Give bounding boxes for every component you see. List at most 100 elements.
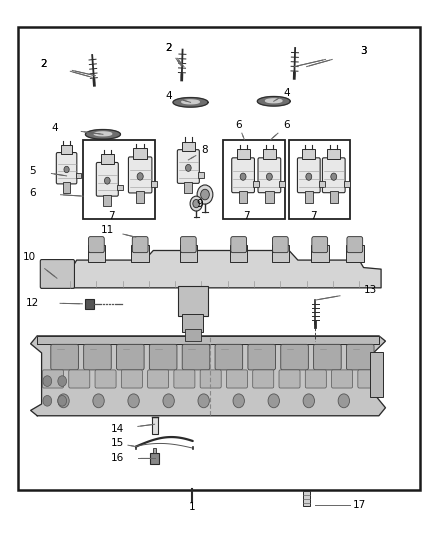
Circle shape <box>198 394 209 408</box>
FancyBboxPatch shape <box>182 344 210 370</box>
Bar <box>303 491 310 506</box>
FancyBboxPatch shape <box>281 344 308 370</box>
Circle shape <box>58 394 69 408</box>
Circle shape <box>43 395 52 406</box>
Text: 16: 16 <box>111 454 124 463</box>
FancyBboxPatch shape <box>322 158 345 192</box>
Bar <box>101 155 113 164</box>
Circle shape <box>186 164 191 172</box>
FancyBboxPatch shape <box>57 152 77 184</box>
FancyBboxPatch shape <box>200 370 221 388</box>
Text: 4: 4 <box>165 91 172 101</box>
Text: 8: 8 <box>201 146 208 155</box>
FancyBboxPatch shape <box>314 344 341 370</box>
FancyBboxPatch shape <box>95 370 116 388</box>
Text: 15: 15 <box>111 439 124 448</box>
Polygon shape <box>94 132 112 136</box>
Text: 12: 12 <box>26 298 39 308</box>
Circle shape <box>190 196 202 211</box>
FancyBboxPatch shape <box>40 260 74 288</box>
Bar <box>239 191 247 203</box>
Polygon shape <box>37 336 379 344</box>
Bar <box>265 191 273 203</box>
Bar <box>131 245 149 262</box>
Circle shape <box>266 173 272 180</box>
Text: 5: 5 <box>29 166 36 175</box>
Circle shape <box>338 394 350 408</box>
Circle shape <box>240 173 246 180</box>
Bar <box>289 140 350 219</box>
Bar <box>184 182 192 193</box>
Bar <box>237 149 250 159</box>
FancyBboxPatch shape <box>312 237 328 253</box>
Bar <box>85 299 94 309</box>
Text: 2: 2 <box>40 59 47 69</box>
Bar <box>117 185 123 190</box>
Circle shape <box>105 177 110 184</box>
FancyBboxPatch shape <box>215 344 243 370</box>
Bar <box>134 148 147 158</box>
FancyBboxPatch shape <box>128 157 152 193</box>
Bar <box>178 286 208 316</box>
FancyBboxPatch shape <box>117 344 144 370</box>
Text: 6: 6 <box>29 188 36 198</box>
Circle shape <box>193 199 200 208</box>
Circle shape <box>43 376 52 386</box>
Circle shape <box>331 173 337 180</box>
Bar <box>153 448 156 453</box>
FancyBboxPatch shape <box>305 370 326 388</box>
Bar <box>75 173 81 179</box>
Bar <box>18 27 420 490</box>
Bar <box>330 191 338 203</box>
Bar <box>185 329 201 341</box>
FancyBboxPatch shape <box>248 344 276 370</box>
Text: 7: 7 <box>108 211 115 221</box>
Bar <box>344 181 350 187</box>
Text: 2: 2 <box>40 59 47 69</box>
FancyBboxPatch shape <box>148 370 169 388</box>
FancyBboxPatch shape <box>180 237 196 253</box>
Bar <box>136 191 145 203</box>
Text: 3: 3 <box>360 46 367 55</box>
Bar <box>151 181 157 187</box>
Polygon shape <box>182 100 199 104</box>
FancyBboxPatch shape <box>96 163 118 196</box>
Bar <box>327 149 340 159</box>
Circle shape <box>128 394 139 408</box>
FancyBboxPatch shape <box>84 344 111 370</box>
Bar <box>302 149 315 159</box>
Bar <box>88 245 105 262</box>
Polygon shape <box>265 99 282 103</box>
FancyBboxPatch shape <box>347 237 363 253</box>
FancyBboxPatch shape <box>226 370 247 388</box>
FancyBboxPatch shape <box>88 237 104 253</box>
Circle shape <box>137 173 143 180</box>
FancyBboxPatch shape <box>297 158 320 192</box>
Text: 4: 4 <box>51 123 58 133</box>
FancyBboxPatch shape <box>174 370 195 388</box>
Bar <box>370 352 383 397</box>
FancyBboxPatch shape <box>231 237 247 253</box>
FancyBboxPatch shape <box>121 370 142 388</box>
Polygon shape <box>85 130 120 139</box>
Bar <box>272 245 289 262</box>
Bar <box>180 245 197 262</box>
Circle shape <box>58 376 67 386</box>
Circle shape <box>233 394 244 408</box>
Bar <box>150 453 159 464</box>
Polygon shape <box>258 96 290 106</box>
Circle shape <box>58 395 67 406</box>
Bar <box>223 140 285 219</box>
Bar <box>182 314 203 332</box>
Circle shape <box>64 166 69 173</box>
FancyBboxPatch shape <box>132 237 148 253</box>
Bar <box>279 181 285 187</box>
FancyBboxPatch shape <box>258 158 281 192</box>
Text: 13: 13 <box>364 286 377 295</box>
Circle shape <box>268 394 279 408</box>
Circle shape <box>201 189 209 200</box>
Bar <box>182 142 194 151</box>
FancyBboxPatch shape <box>346 344 374 370</box>
Bar <box>83 140 155 219</box>
FancyBboxPatch shape <box>332 370 353 388</box>
